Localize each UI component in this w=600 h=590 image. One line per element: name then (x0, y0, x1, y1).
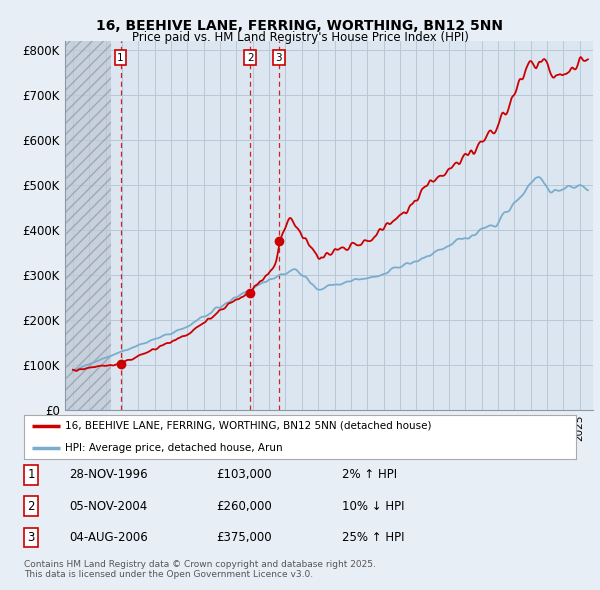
Text: £103,000: £103,000 (216, 468, 272, 481)
Text: Price paid vs. HM Land Registry's House Price Index (HPI): Price paid vs. HM Land Registry's House … (131, 31, 469, 44)
Text: 1: 1 (28, 468, 35, 481)
Text: HPI: Average price, detached house, Arun: HPI: Average price, detached house, Arun (65, 443, 283, 453)
Text: 3: 3 (275, 53, 282, 63)
Text: 2: 2 (247, 53, 253, 63)
Text: 10% ↓ HPI: 10% ↓ HPI (342, 500, 404, 513)
Text: 1: 1 (117, 53, 124, 63)
Text: 2: 2 (28, 500, 35, 513)
Text: 05-NOV-2004: 05-NOV-2004 (69, 500, 147, 513)
Text: 25% ↑ HPI: 25% ↑ HPI (342, 531, 404, 544)
Text: 16, BEEHIVE LANE, FERRING, WORTHING, BN12 5NN (detached house): 16, BEEHIVE LANE, FERRING, WORTHING, BN1… (65, 421, 432, 431)
Text: Contains HM Land Registry data © Crown copyright and database right 2025.
This d: Contains HM Land Registry data © Crown c… (24, 560, 376, 579)
Text: 16, BEEHIVE LANE, FERRING, WORTHING, BN12 5NN: 16, BEEHIVE LANE, FERRING, WORTHING, BN1… (97, 19, 503, 33)
Text: 3: 3 (28, 531, 35, 544)
Text: £375,000: £375,000 (216, 531, 272, 544)
Text: 04-AUG-2006: 04-AUG-2006 (69, 531, 148, 544)
Text: £260,000: £260,000 (216, 500, 272, 513)
Text: 28-NOV-1996: 28-NOV-1996 (69, 468, 148, 481)
Text: 2% ↑ HPI: 2% ↑ HPI (342, 468, 397, 481)
